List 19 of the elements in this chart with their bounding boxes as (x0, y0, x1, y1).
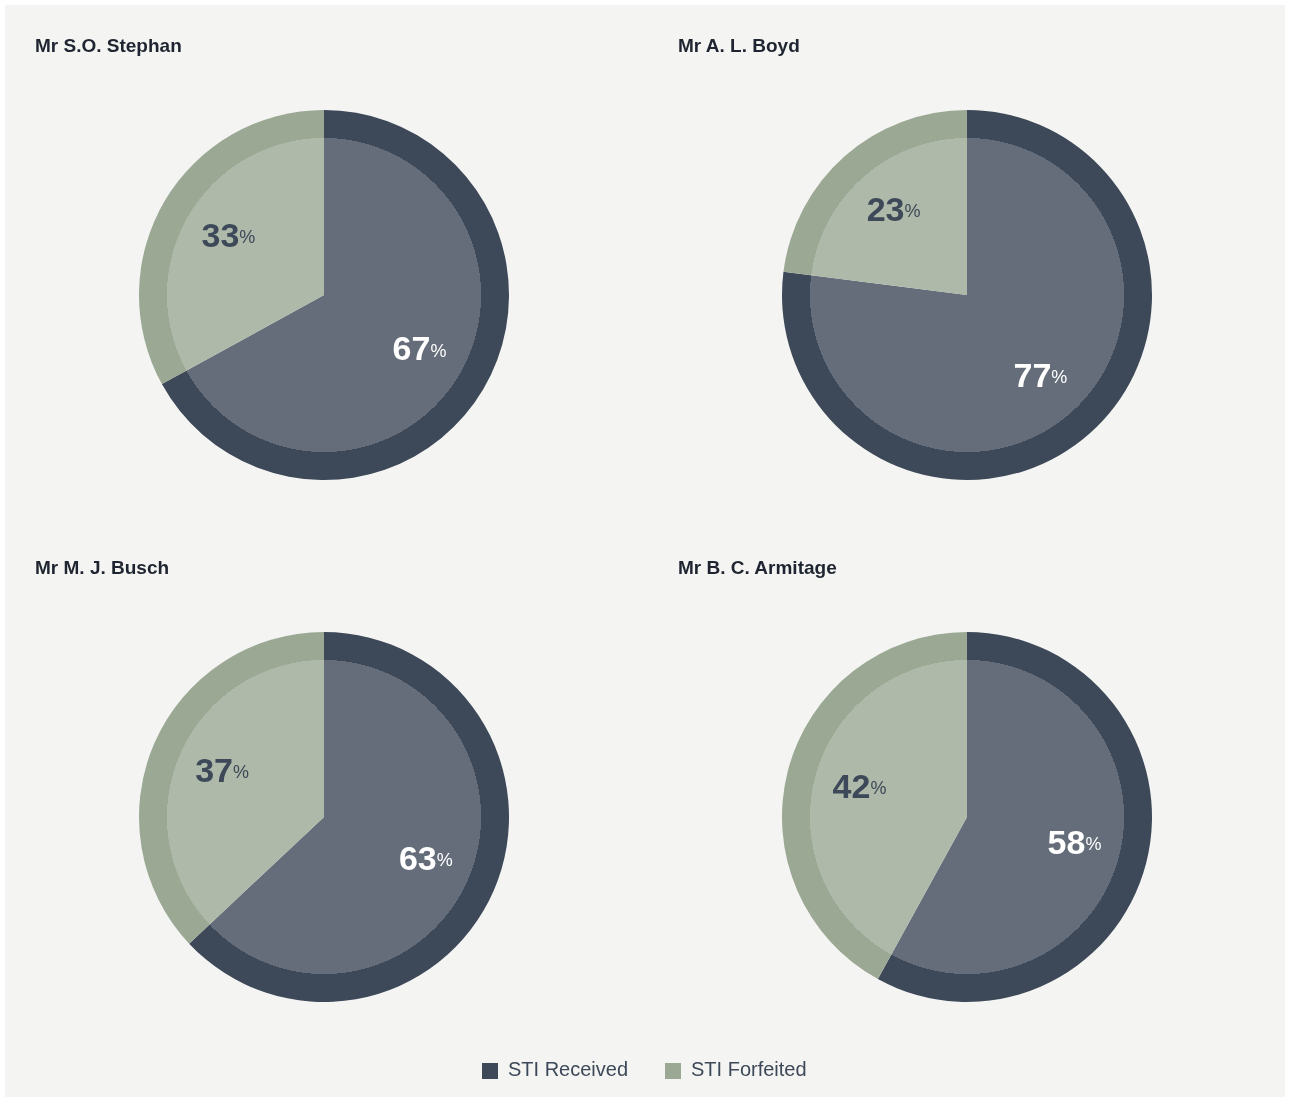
data-label: 58% (1047, 822, 1102, 861)
data-label: 67% (392, 329, 447, 368)
pie-slice (139, 110, 324, 385)
pie-slice (782, 632, 967, 980)
chart-title: Mr M. J. Busch (35, 557, 170, 579)
data-label: 42% (832, 767, 887, 806)
data-label: 23% (866, 189, 921, 228)
chart-title: Mr S.O. Stephan (35, 35, 182, 57)
data-label: 37% (195, 750, 250, 789)
chart-title: Mr A. L. Boyd (678, 35, 800, 57)
data-label: 33% (201, 216, 256, 255)
data-label: 77% (1013, 356, 1068, 395)
chart-title: Mr B. C. Armitage (678, 557, 837, 579)
pie-slice (139, 632, 324, 944)
legend-label: STI Forfeited (691, 1058, 807, 1081)
pie-slice (161, 110, 509, 480)
pie-slice (189, 632, 509, 1002)
legend-label: STI Received (508, 1058, 629, 1081)
data-label: 63% (398, 839, 453, 878)
